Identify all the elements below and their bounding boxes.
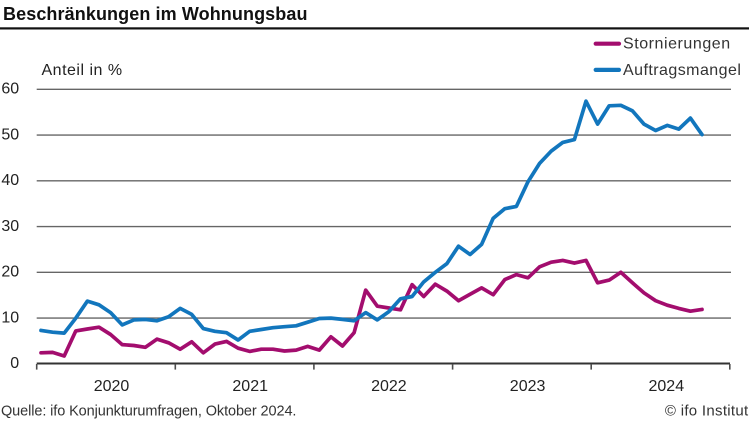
svg-text:50: 50 [1,126,19,143]
svg-text:2022: 2022 [371,378,407,395]
svg-text:Anteil in %: Anteil in % [42,62,123,79]
svg-text:0: 0 [10,355,19,372]
svg-text:2023: 2023 [510,378,546,395]
svg-text:20: 20 [1,264,19,281]
svg-text:10: 10 [1,309,19,326]
svg-text:Beschränkungen im Wohnungsbau: Beschränkungen im Wohnungsbau [3,4,308,24]
svg-text:2021: 2021 [232,378,268,395]
svg-text:Auftragsmangel: Auftragsmangel [623,62,741,79]
svg-text:© ifo Institut: © ifo Institut [665,403,749,420]
svg-text:Stornierungen: Stornierungen [623,35,731,52]
svg-text:2024: 2024 [649,378,685,395]
svg-text:40: 40 [1,172,19,189]
svg-text:Quelle: ifo Konjunkturumfragen: Quelle: ifo Konjunkturumfragen, Oktober … [1,404,296,420]
svg-text:30: 30 [1,218,19,235]
svg-text:2020: 2020 [94,378,130,395]
svg-text:60: 60 [1,81,19,98]
